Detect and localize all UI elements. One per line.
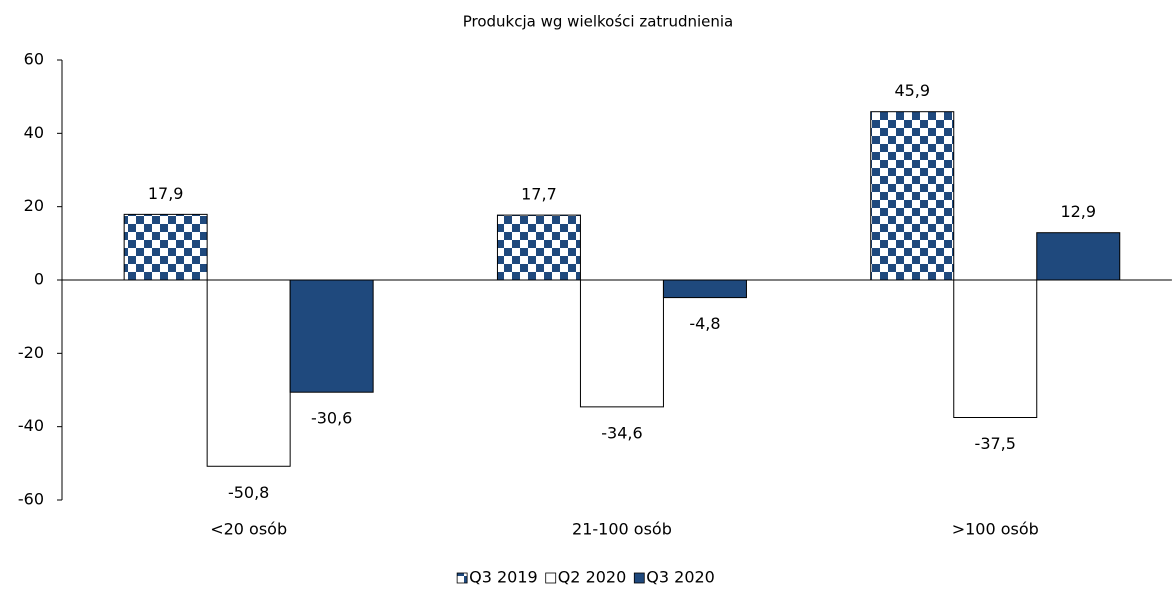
bar — [289, 279, 374, 393]
bar — [496, 214, 581, 281]
x-tick-label: >100 osób — [952, 520, 1039, 539]
bar — [662, 279, 747, 299]
bar — [953, 279, 1038, 418]
legend-swatch — [456, 572, 468, 584]
x-tick-label: <20 osób — [210, 520, 287, 539]
y-tick-label: 0 — [34, 270, 44, 289]
y-tick-label: -60 — [18, 490, 44, 509]
bar — [579, 279, 664, 408]
legend-swatch — [633, 572, 645, 584]
value-label: -4,8 — [689, 314, 720, 333]
y-tick-label: -20 — [18, 343, 44, 362]
y-tick-label: 60 — [24, 50, 44, 69]
chart-title: Produkcja wg wielkości zatrudnienia — [463, 13, 734, 31]
y-tick-label: 40 — [24, 123, 44, 142]
value-label: 17,9 — [148, 184, 184, 203]
legend-label: Q2 2020 — [558, 568, 627, 587]
legend-label: Q3 2020 — [646, 568, 715, 587]
value-label: -34,6 — [601, 423, 642, 442]
bar — [870, 111, 955, 281]
bar — [1036, 232, 1121, 281]
x-tick-label: 21-100 osób — [572, 520, 672, 539]
value-label: -50,8 — [228, 483, 269, 502]
bar — [206, 279, 291, 467]
value-label: -30,6 — [311, 409, 352, 428]
y-tick-label: -40 — [18, 416, 44, 435]
legend-swatch — [545, 572, 557, 584]
value-label: 12,9 — [1060, 202, 1096, 221]
y-tick-label: 20 — [24, 196, 44, 215]
value-label: 17,7 — [521, 185, 557, 204]
value-label: -37,5 — [975, 434, 1016, 453]
bar — [123, 213, 208, 281]
value-label: 45,9 — [894, 81, 930, 100]
legend-label: Q3 2019 — [469, 568, 538, 587]
